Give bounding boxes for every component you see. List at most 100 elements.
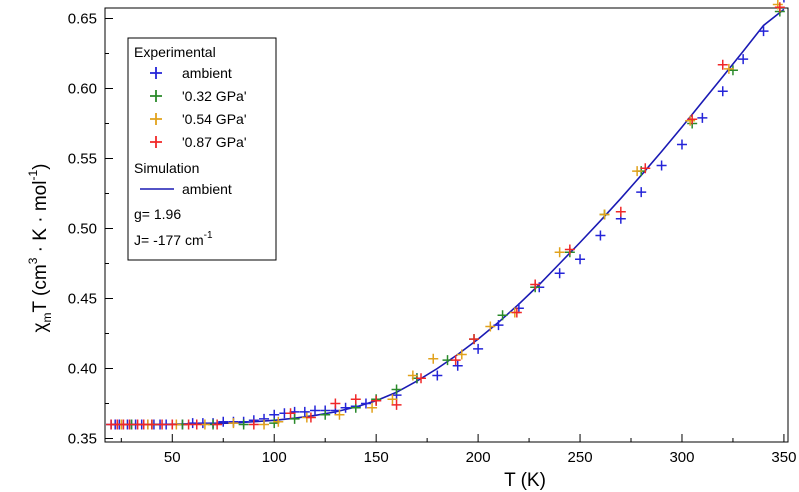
data-point [717, 59, 728, 70]
data-point [269, 409, 280, 420]
data-point [146, 419, 157, 430]
data-point [774, 2, 785, 13]
data-point [167, 419, 178, 430]
data-point [469, 334, 480, 345]
y-tick-label: 0.50 [68, 221, 97, 238]
data-point [157, 419, 168, 430]
legend-marker [150, 136, 162, 148]
legend-series-label: ambient [182, 65, 232, 81]
legend-marker [150, 67, 162, 79]
x-tick-label: 250 [568, 449, 593, 466]
y-label-end: ) [30, 164, 51, 170]
legend: Experimental ambient '0.32 GPa' '0.54 GPa'… [127, 37, 277, 261]
data-point [456, 349, 467, 360]
data-point [717, 86, 728, 97]
data-point [289, 413, 300, 424]
data-point [687, 114, 698, 125]
data-point [599, 209, 610, 220]
legend-series-label: '0.32 GPa' [182, 88, 247, 104]
x-tick-label: 300 [669, 449, 694, 466]
y-tick-label: 0.65 [68, 11, 97, 28]
data-point [350, 402, 361, 413]
data-point [367, 402, 378, 413]
data-point [554, 268, 565, 279]
legend-j-text: J= -177 cm [134, 232, 204, 248]
data-point [360, 398, 371, 409]
markers-layer [106, 0, 785, 430]
data-point [320, 409, 331, 420]
x-tick-label: 50 [164, 449, 181, 466]
data-point [723, 63, 734, 74]
data-point [685, 115, 696, 126]
data-point [432, 370, 443, 381]
data-point [676, 139, 687, 150]
data-point [615, 206, 626, 217]
x-tick-label: 100 [262, 449, 287, 466]
data-point [697, 112, 708, 123]
data-point [636, 187, 647, 198]
x-axis: 50 100 150 200 250 300 350 [120, 434, 796, 466]
y-label-chi: χ [30, 322, 51, 332]
legend-box [127, 37, 277, 261]
data-point [485, 321, 496, 332]
legend-series-label: '0.87 GPa' [182, 134, 247, 150]
y-tick-label: 0.35 [68, 431, 97, 448]
data-point [391, 399, 402, 410]
y-label-sup2: -1 [26, 170, 40, 181]
data-point [387, 394, 398, 405]
data-point [554, 247, 565, 258]
legend-g-value: g= 1.96 [134, 206, 181, 222]
data-point [783, 0, 785, 3]
data-point [738, 54, 749, 65]
data-point [497, 310, 508, 321]
y-label-sub: m [40, 312, 54, 322]
data-point [212, 419, 223, 430]
data-point [191, 419, 202, 430]
y-axis-label: χmT (cm3 · K · mol-1) [26, 164, 54, 333]
data-point [248, 419, 259, 430]
data-point [595, 230, 606, 241]
y-tick-label: 0.40 [68, 361, 97, 378]
legend-marker [150, 90, 162, 102]
y-tick-label: 0.60 [68, 81, 97, 98]
data-point [656, 160, 667, 171]
legend-header-simulation: Simulation [134, 160, 199, 176]
data-point [334, 409, 345, 420]
legend-j-value: J= -177 cm-1 [134, 230, 213, 248]
plot-frame [104, 7, 789, 443]
data-point [228, 418, 239, 429]
data-point [273, 416, 284, 427]
y-axis: 0.35 0.40 0.45 0.50 0.55 0.60 0.65 [68, 11, 113, 448]
data-point [632, 166, 643, 177]
data-point [428, 353, 439, 364]
x-tick-label: 200 [466, 449, 491, 466]
data-point [452, 360, 463, 371]
legend-simulation-label: ambient [182, 181, 232, 197]
data-point [197, 418, 208, 429]
legend-series-label: '0.54 GPa' [182, 111, 247, 127]
data-point [259, 419, 270, 430]
data-point [371, 395, 382, 406]
y-label-sup1: 3 [26, 257, 40, 264]
data-point [564, 244, 575, 255]
data-point [640, 163, 651, 174]
data-point [309, 405, 320, 416]
legend-j-sup: -1 [204, 230, 213, 241]
data-point [305, 412, 316, 423]
series-3-markers [106, 2, 785, 430]
data-point [575, 254, 586, 265]
data-point [340, 402, 351, 413]
y-tick-label: 0.45 [68, 291, 97, 308]
data-point [530, 279, 541, 290]
data-point [407, 370, 418, 381]
data-point [493, 320, 504, 331]
data-point [473, 343, 484, 354]
data-point [330, 398, 341, 409]
data-point [416, 373, 427, 384]
data-point [511, 307, 522, 318]
data-point [238, 419, 249, 430]
data-point [391, 384, 402, 395]
x-tick-label: 150 [364, 449, 389, 466]
data-point [218, 416, 229, 427]
